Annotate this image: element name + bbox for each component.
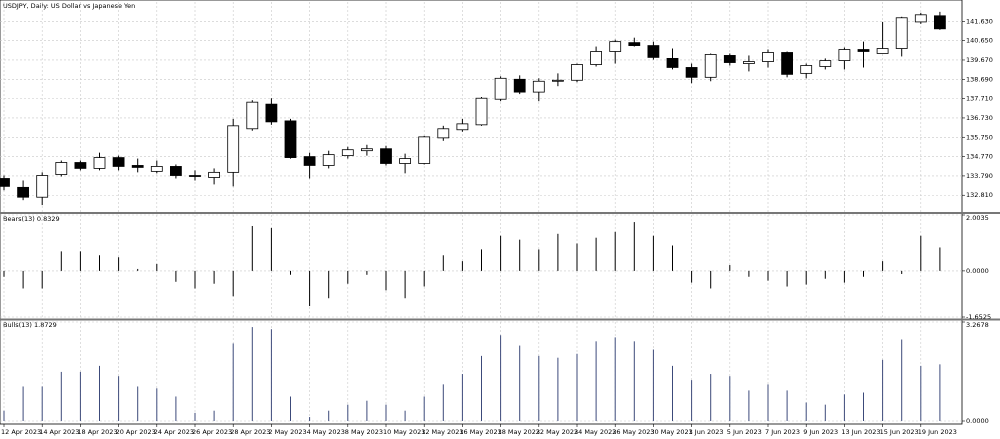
indicator-title: Bulls(13) 1.8729 bbox=[3, 321, 57, 329]
candle-body bbox=[303, 156, 316, 166]
candle-body bbox=[169, 166, 182, 176]
candle-body bbox=[284, 120, 297, 158]
x-tick-label: 10 May 2023 bbox=[383, 428, 425, 436]
x-tick-label: 14 Apr 2023 bbox=[39, 428, 79, 436]
x-tick-label: 18 May 2023 bbox=[498, 428, 540, 436]
y-tick-label: 141.630 bbox=[966, 17, 993, 25]
candle-body bbox=[208, 171, 221, 178]
x-tick-label: 9 Jun 2023 bbox=[803, 428, 838, 436]
x-tick-label: 12 May 2023 bbox=[421, 428, 463, 436]
candle-body bbox=[189, 175, 201, 177]
x-tick-label: 24 Apr 2023 bbox=[154, 428, 194, 436]
candle-body bbox=[666, 57, 679, 68]
y-tick-label: 138.690 bbox=[966, 75, 993, 83]
x-tick-label: 20 Apr 2023 bbox=[116, 428, 156, 436]
y-tick-label: 135.750 bbox=[966, 133, 993, 141]
x-tick-label: 24 May 2023 bbox=[574, 428, 616, 436]
candle-body bbox=[227, 125, 240, 173]
y-tick-label: 134.770 bbox=[966, 153, 993, 161]
candle-body bbox=[762, 52, 774, 62]
candle-body bbox=[914, 14, 927, 23]
candle-body bbox=[552, 79, 564, 82]
x-tick-label: 18 Apr 2023 bbox=[77, 428, 117, 436]
x-tick-label: 22 May 2023 bbox=[536, 428, 578, 436]
candle-body bbox=[437, 128, 450, 139]
x-tick-label: 12 Apr 2023 bbox=[1, 428, 41, 436]
candle-body bbox=[895, 17, 908, 49]
candle-body bbox=[857, 49, 870, 52]
x-tick-label: 28 Apr 2023 bbox=[230, 428, 270, 436]
x-tick-label: 5 Jun 2023 bbox=[727, 428, 762, 436]
candle-body bbox=[532, 80, 545, 93]
candle-body bbox=[399, 158, 412, 164]
candle-body bbox=[838, 49, 851, 61]
candle-body bbox=[246, 101, 259, 130]
x-tick-label: 19 Jun 2023 bbox=[918, 428, 957, 436]
candle-body bbox=[590, 51, 602, 65]
candle-body bbox=[112, 157, 125, 167]
x-tick-label: 4 May 2023 bbox=[307, 428, 345, 436]
candle-body bbox=[150, 166, 163, 172]
y-tick-label: 137.710 bbox=[966, 95, 993, 103]
candle-body bbox=[685, 67, 698, 78]
y-tick-label: -1.6525 bbox=[966, 313, 991, 321]
y-tick-label: 2.0035 bbox=[966, 214, 989, 222]
x-tick-label: 1 Jun 2023 bbox=[689, 428, 724, 436]
y-tick-label: 0.0000 bbox=[966, 267, 989, 275]
y-tick-label: 133.790 bbox=[966, 172, 993, 180]
candle-body bbox=[628, 42, 641, 46]
x-tick-label: 26 Apr 2023 bbox=[192, 428, 232, 436]
candle-body bbox=[876, 48, 889, 54]
candle-body bbox=[571, 64, 583, 81]
x-tick-label: 16 May 2023 bbox=[459, 428, 501, 436]
x-tick-label: 30 May 2023 bbox=[650, 428, 692, 436]
candle-body bbox=[513, 78, 526, 93]
y-tick-label: 132.810 bbox=[966, 191, 993, 199]
candle-body bbox=[17, 186, 30, 198]
y-tick-label: 0.0000 bbox=[966, 417, 989, 425]
candle-body bbox=[0, 178, 10, 187]
candle-body bbox=[781, 52, 793, 75]
candle-body bbox=[36, 175, 49, 198]
candle-body bbox=[265, 103, 278, 123]
candle-body bbox=[418, 136, 431, 164]
candle-body bbox=[456, 123, 469, 131]
y-tick-label: 139.670 bbox=[966, 56, 993, 64]
chart-title: USDJPY, Daily: US Dollar vs Japanese Yen bbox=[3, 2, 135, 10]
x-tick-label: 13 Jun 2023 bbox=[841, 428, 880, 436]
candle-body bbox=[475, 97, 488, 126]
x-tick-label: 15 Jun 2023 bbox=[880, 428, 919, 436]
candle-body bbox=[743, 61, 755, 64]
x-tick-label: 7 Jun 2023 bbox=[765, 428, 800, 436]
y-tick-label: 136.730 bbox=[966, 114, 993, 122]
candle-body bbox=[704, 54, 717, 78]
x-tick-label: 2 May 2023 bbox=[268, 428, 306, 436]
candle-body bbox=[819, 60, 832, 67]
candle-body bbox=[360, 148, 373, 152]
candle-body bbox=[55, 162, 68, 175]
indicator-title: Bears(13) 0.8329 bbox=[3, 215, 60, 223]
candle-body bbox=[494, 77, 507, 100]
candle-body bbox=[93, 157, 106, 169]
x-tick-label: 26 May 2023 bbox=[612, 428, 654, 436]
candle-body bbox=[934, 15, 946, 30]
candle-body bbox=[341, 149, 354, 157]
candle-body bbox=[800, 65, 813, 74]
candle-body bbox=[609, 41, 622, 52]
y-tick-label: 140.650 bbox=[966, 37, 993, 45]
candle-body bbox=[380, 148, 392, 164]
candle-body bbox=[74, 162, 87, 169]
y-tick-label: 3.2678 bbox=[966, 321, 989, 329]
candle-body bbox=[322, 154, 335, 166]
candle-body bbox=[723, 55, 736, 63]
x-tick-label: 8 May 2023 bbox=[345, 428, 383, 436]
candle-body bbox=[131, 165, 144, 168]
candle-body bbox=[647, 45, 660, 58]
